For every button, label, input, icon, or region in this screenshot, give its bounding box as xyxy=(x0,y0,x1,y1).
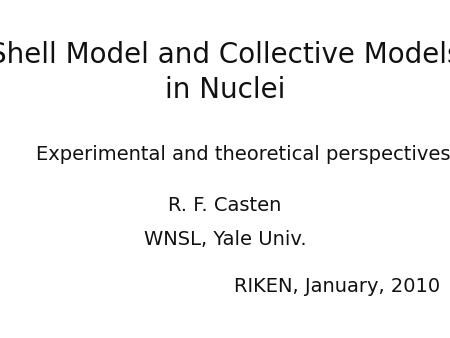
Text: WNSL, Yale Univ.: WNSL, Yale Univ. xyxy=(144,230,306,249)
Text: Experimental and theoretical perspectives: Experimental and theoretical perspective… xyxy=(36,145,450,164)
Text: RIKEN, January, 2010: RIKEN, January, 2010 xyxy=(234,277,441,296)
Text: Shell Model and Collective Models
in Nuclei: Shell Model and Collective Models in Nuc… xyxy=(0,41,450,104)
Text: R. F. Casten: R. F. Casten xyxy=(168,196,282,215)
